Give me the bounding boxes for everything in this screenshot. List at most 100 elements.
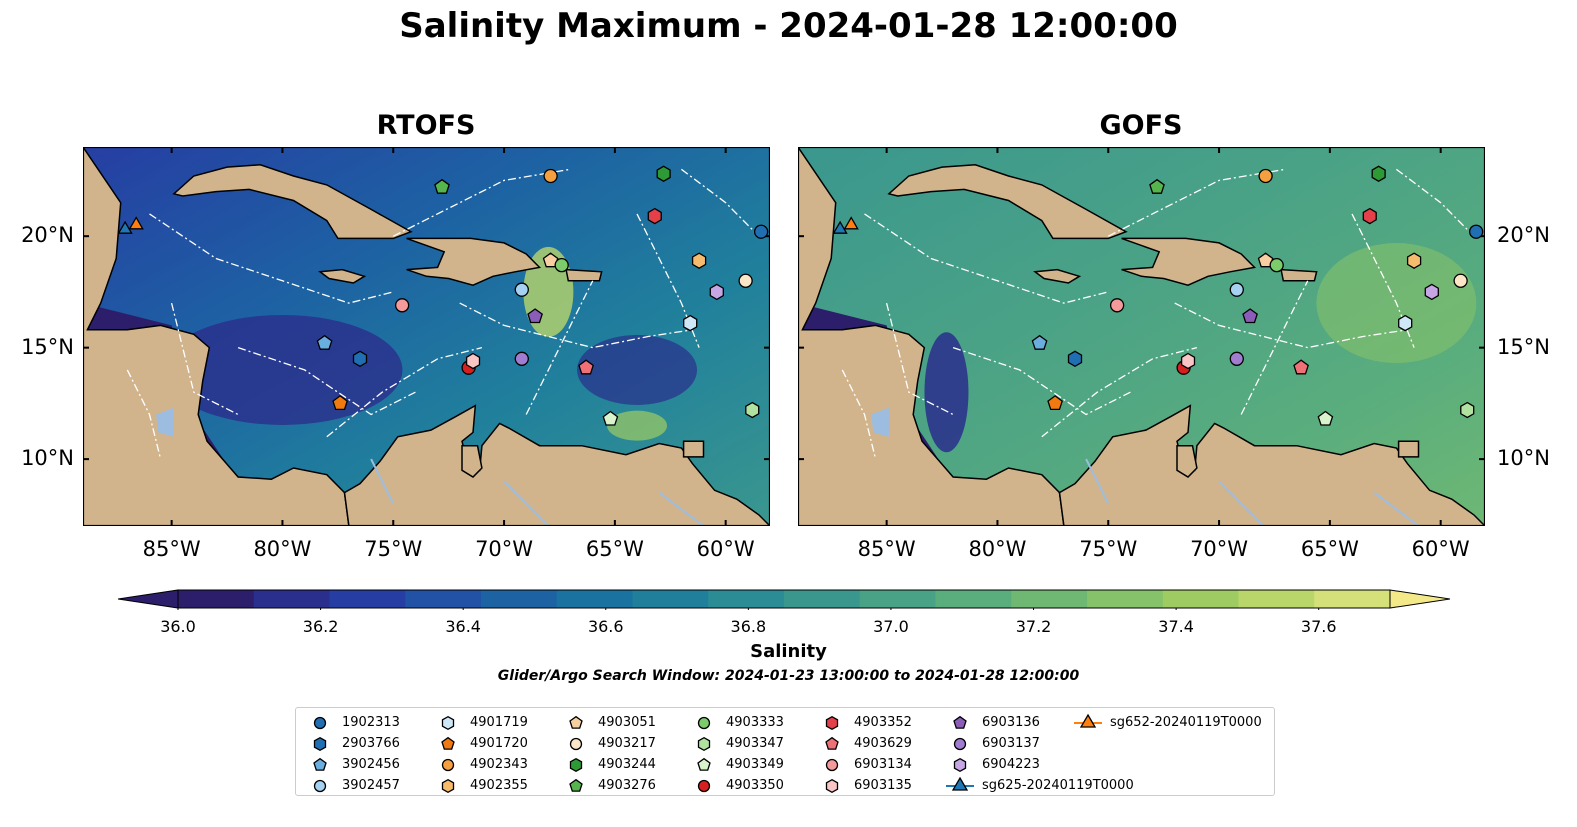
legend-label: 4903349	[726, 756, 784, 772]
marker-4902355[interactable]	[1406, 252, 1422, 269]
legend-marker-4901720[interactable]	[441, 736, 455, 750]
hexagon-icon	[953, 757, 967, 773]
legend-marker-6904223[interactable]	[953, 757, 967, 773]
legend-marker-4903276[interactable]	[569, 778, 583, 792]
marker-6904223[interactable]	[1424, 283, 1439, 301]
marker-1902313[interactable]	[753, 224, 769, 239]
lon-tick-label: 70°W	[475, 537, 534, 561]
panel-title-rtofs: RTOFS	[376, 110, 476, 141]
marker-4903349[interactable]	[1317, 410, 1334, 426]
colorbar-bin	[1011, 590, 1088, 608]
legend-marker-4903333[interactable]	[697, 716, 711, 730]
colorbar-tick-label: 37.0	[873, 617, 909, 636]
marker-sg625-20240119T0000[interactable]	[117, 220, 133, 234]
legend-marker-4902355[interactable]	[441, 778, 455, 794]
eez-boundary	[237, 346, 416, 416]
rtofs-map[interactable]	[83, 147, 770, 526]
marker-4903276[interactable]	[434, 178, 450, 194]
legend-marker-6903136[interactable]	[953, 715, 967, 729]
legend-marker-4903352[interactable]	[825, 715, 839, 731]
triangle-icon	[1074, 713, 1102, 728]
marker-6903135[interactable]	[1180, 352, 1196, 370]
colorbar-tick-label: 37.2	[1015, 617, 1052, 636]
legend-marker-sg652-20240119T0000[interactable]	[1079, 713, 1097, 728]
marker-4902355[interactable]	[691, 252, 707, 269]
legend-marker-6903137[interactable]	[953, 737, 967, 751]
marker-6903134[interactable]	[1109, 298, 1125, 313]
legend-marker-6903134[interactable]	[825, 758, 839, 772]
marker-4903051[interactable]	[1257, 252, 1274, 268]
legend-marker-sg625-20240119T0000[interactable]	[951, 776, 969, 791]
marker-6904223[interactable]	[709, 283, 724, 301]
pentagon-icon	[697, 757, 711, 771]
legend-marker-4903349[interactable]	[697, 757, 711, 771]
legend-item-2903766: 2903766	[304, 733, 400, 753]
legend-marker-4903051[interactable]	[569, 715, 583, 729]
marker-6903137[interactable]	[514, 351, 529, 366]
legend-marker-3902457[interactable]	[313, 779, 327, 793]
legend-marker-2903766[interactable]	[313, 736, 327, 752]
legend-marker-4901719[interactable]	[441, 715, 455, 731]
marker-4903276[interactable]	[1149, 178, 1165, 194]
eez-boundary	[1108, 168, 1286, 237]
marker-4903352[interactable]	[647, 207, 662, 225]
marker-3902457[interactable]	[1229, 282, 1244, 297]
marker-6903136[interactable]	[1242, 308, 1258, 324]
legend-item-4903629: 4903629	[816, 733, 912, 753]
marker-4903244[interactable]	[1371, 165, 1386, 182]
colorbar-bin	[859, 590, 937, 608]
eez-boundary	[841, 369, 877, 460]
marker-4903347[interactable]	[745, 401, 760, 419]
marker-6903137[interactable]	[1229, 351, 1244, 366]
marker-4903217[interactable]	[738, 273, 753, 288]
land-puertoRico	[1280, 268, 1318, 282]
marker-2903766[interactable]	[1067, 350, 1083, 368]
marker-3902456[interactable]	[1031, 334, 1048, 350]
legend-marker-4903347[interactable]	[697, 736, 711, 752]
legend-label: 4903051	[598, 714, 656, 730]
legend-marker-4903629[interactable]	[825, 736, 839, 750]
salinity-colorbar	[118, 589, 1450, 610]
legend-marker-4902343[interactable]	[441, 758, 455, 772]
marker-3902456[interactable]	[316, 334, 333, 350]
marker-4903352[interactable]	[1362, 207, 1377, 225]
pentagon-icon	[441, 736, 455, 750]
marker-4901720[interactable]	[332, 395, 348, 411]
legend-marker-3902456[interactable]	[313, 757, 327, 771]
marker-4903217[interactable]	[1453, 273, 1468, 288]
marker-4903333[interactable]	[1269, 258, 1284, 273]
legend-marker-4903217[interactable]	[569, 737, 583, 751]
marker-sg652-20240119T0000[interactable]	[128, 216, 144, 230]
circle-icon	[313, 716, 327, 730]
marker-3902457[interactable]	[514, 282, 529, 297]
marker-4903347[interactable]	[1460, 401, 1475, 419]
marker-6903134[interactable]	[394, 298, 410, 313]
colorbar-bin	[405, 590, 482, 608]
marker-sg625-20240119T0000[interactable]	[832, 220, 848, 234]
marker-4903349[interactable]	[602, 410, 619, 426]
marker-2903766[interactable]	[352, 350, 368, 368]
colorbar-bin	[481, 590, 558, 608]
marker-4903333[interactable]	[554, 258, 569, 273]
marker-6903136[interactable]	[527, 308, 543, 324]
marker-4902343[interactable]	[1258, 168, 1273, 184]
marker-sg652-20240119T0000[interactable]	[843, 216, 859, 230]
legend-label: 1902313	[342, 714, 400, 730]
marker-4901720[interactable]	[1047, 395, 1063, 411]
marker-4903051[interactable]	[542, 252, 559, 268]
gofs-map[interactable]	[798, 147, 1485, 526]
marker-6903135[interactable]	[465, 352, 481, 370]
marker-4902343[interactable]	[543, 168, 558, 184]
marker-4901719[interactable]	[683, 314, 698, 332]
legend-marker-4903350[interactable]	[697, 779, 711, 793]
marker-4903629[interactable]	[578, 359, 594, 375]
legend-marker-6903135[interactable]	[825, 778, 839, 794]
legend-marker-4903244[interactable]	[569, 757, 583, 773]
land-hispaniola	[406, 237, 542, 286]
hexagon-icon	[313, 736, 327, 752]
marker-4903629[interactable]	[1293, 359, 1309, 375]
marker-1902313[interactable]	[1468, 224, 1484, 239]
legend-marker-1902313[interactable]	[313, 716, 327, 730]
marker-4903244[interactable]	[656, 165, 671, 182]
marker-4901719[interactable]	[1398, 314, 1413, 332]
